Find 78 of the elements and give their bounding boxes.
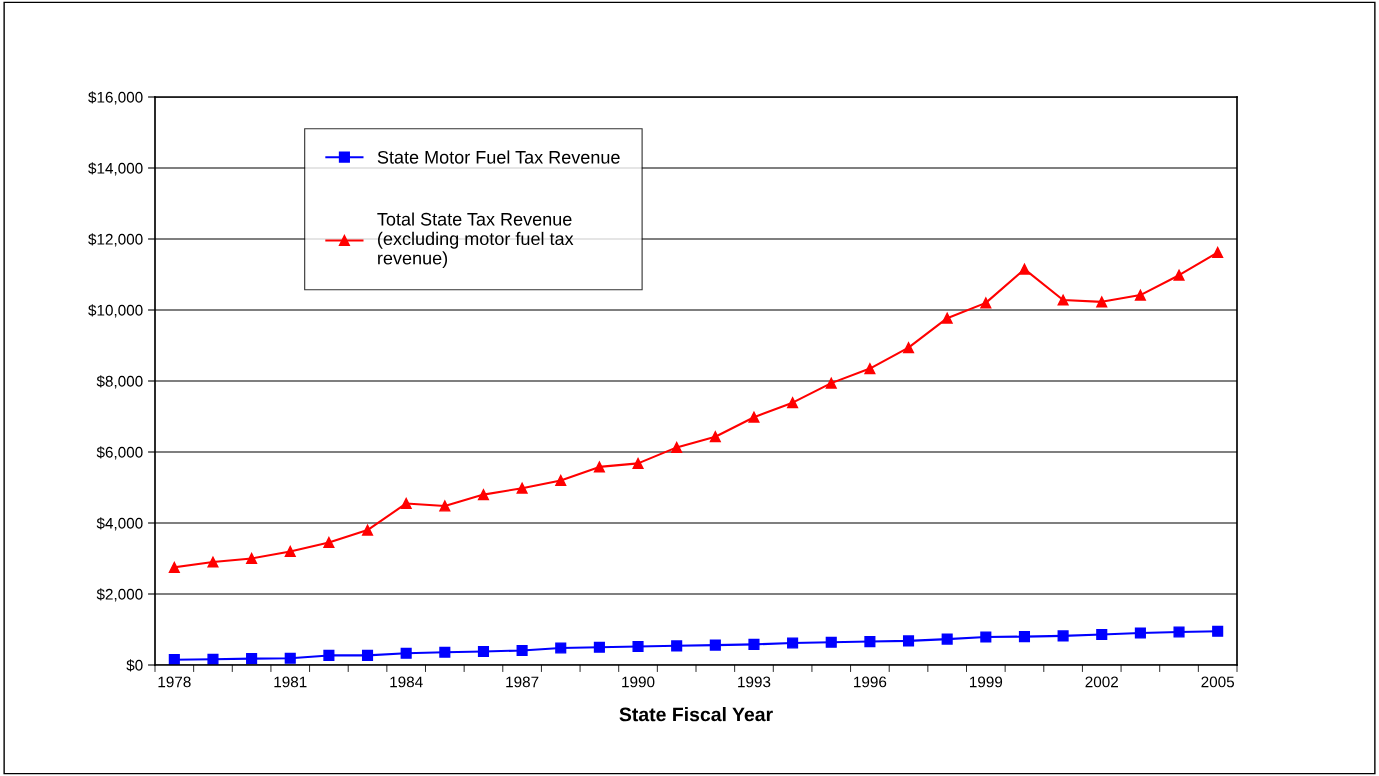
point [1096,628,1108,641]
x-axis-title: State Fiscal Year [619,707,773,722]
y-tick-label: $10,000 [88,304,143,318]
point [400,647,412,659]
point [439,500,451,512]
point [709,639,721,651]
point [361,649,374,661]
point [284,652,296,664]
point [1018,631,1031,643]
point [902,342,915,354]
point [555,474,567,486]
point [1096,296,1108,308]
x-tick-label: 1990 [622,676,655,688]
point [323,649,335,661]
point [168,654,180,665]
y-tick-label: $14,000 [88,162,143,176]
point [1173,269,1185,281]
x-tick-label: 1984 [390,676,423,688]
point [632,640,644,653]
point [980,297,992,309]
point [1134,289,1146,301]
x-tick-label: 2005 [1201,676,1235,688]
point [864,636,876,648]
point [323,536,335,549]
x-tick-label: 1978 [158,676,191,688]
point [709,431,721,443]
x-tick-label: 1996 [854,676,887,688]
point [1057,294,1069,306]
point [1173,626,1185,638]
point [400,497,412,510]
point [516,482,528,494]
point [168,561,180,573]
point [284,545,296,557]
y-tick-label: $2,000 [96,588,143,602]
point [361,524,374,536]
legend-label: State Motor Fuel Tax Revenue [377,150,620,164]
point [246,653,258,665]
point [477,489,490,501]
point [1134,627,1146,639]
point [671,441,683,453]
y-tick-label: $0 [126,659,143,672]
point [555,642,567,654]
point [787,397,799,409]
y-tick-label: $4,000 [96,517,143,531]
point [1018,263,1031,275]
point [632,457,644,469]
point [439,646,451,658]
y-tick-label: $6,000 [96,446,143,460]
point [941,312,953,324]
x-tick-label: 1993 [738,676,771,688]
point [787,637,799,649]
point [1212,625,1224,637]
point [1057,630,1069,642]
point [207,653,219,665]
y-tick-label: $8,000 [96,375,143,389]
point [980,631,992,643]
point [1212,246,1224,259]
point [671,640,683,652]
point [593,641,605,653]
point [593,461,605,473]
point [825,377,837,389]
point [748,638,760,650]
x-tick-label: 1981 [274,676,307,688]
point [477,645,490,658]
point [825,636,837,648]
point [246,552,258,565]
point [516,644,528,657]
point [941,633,953,645]
legend-label: Total State Tax Revenue (excluding motor fuel tax revenue) [377,212,574,269]
point [864,363,876,375]
point [207,556,219,568]
point [902,635,915,647]
point [748,411,760,423]
y-tick-label: $16,000 [88,91,143,105]
x-tick-label: 2002 [1085,676,1118,688]
x-tick-label: 1999 [969,676,1003,688]
x-tick-label: 1987 [506,676,539,688]
y-tick-label: $12,000 [88,233,143,247]
